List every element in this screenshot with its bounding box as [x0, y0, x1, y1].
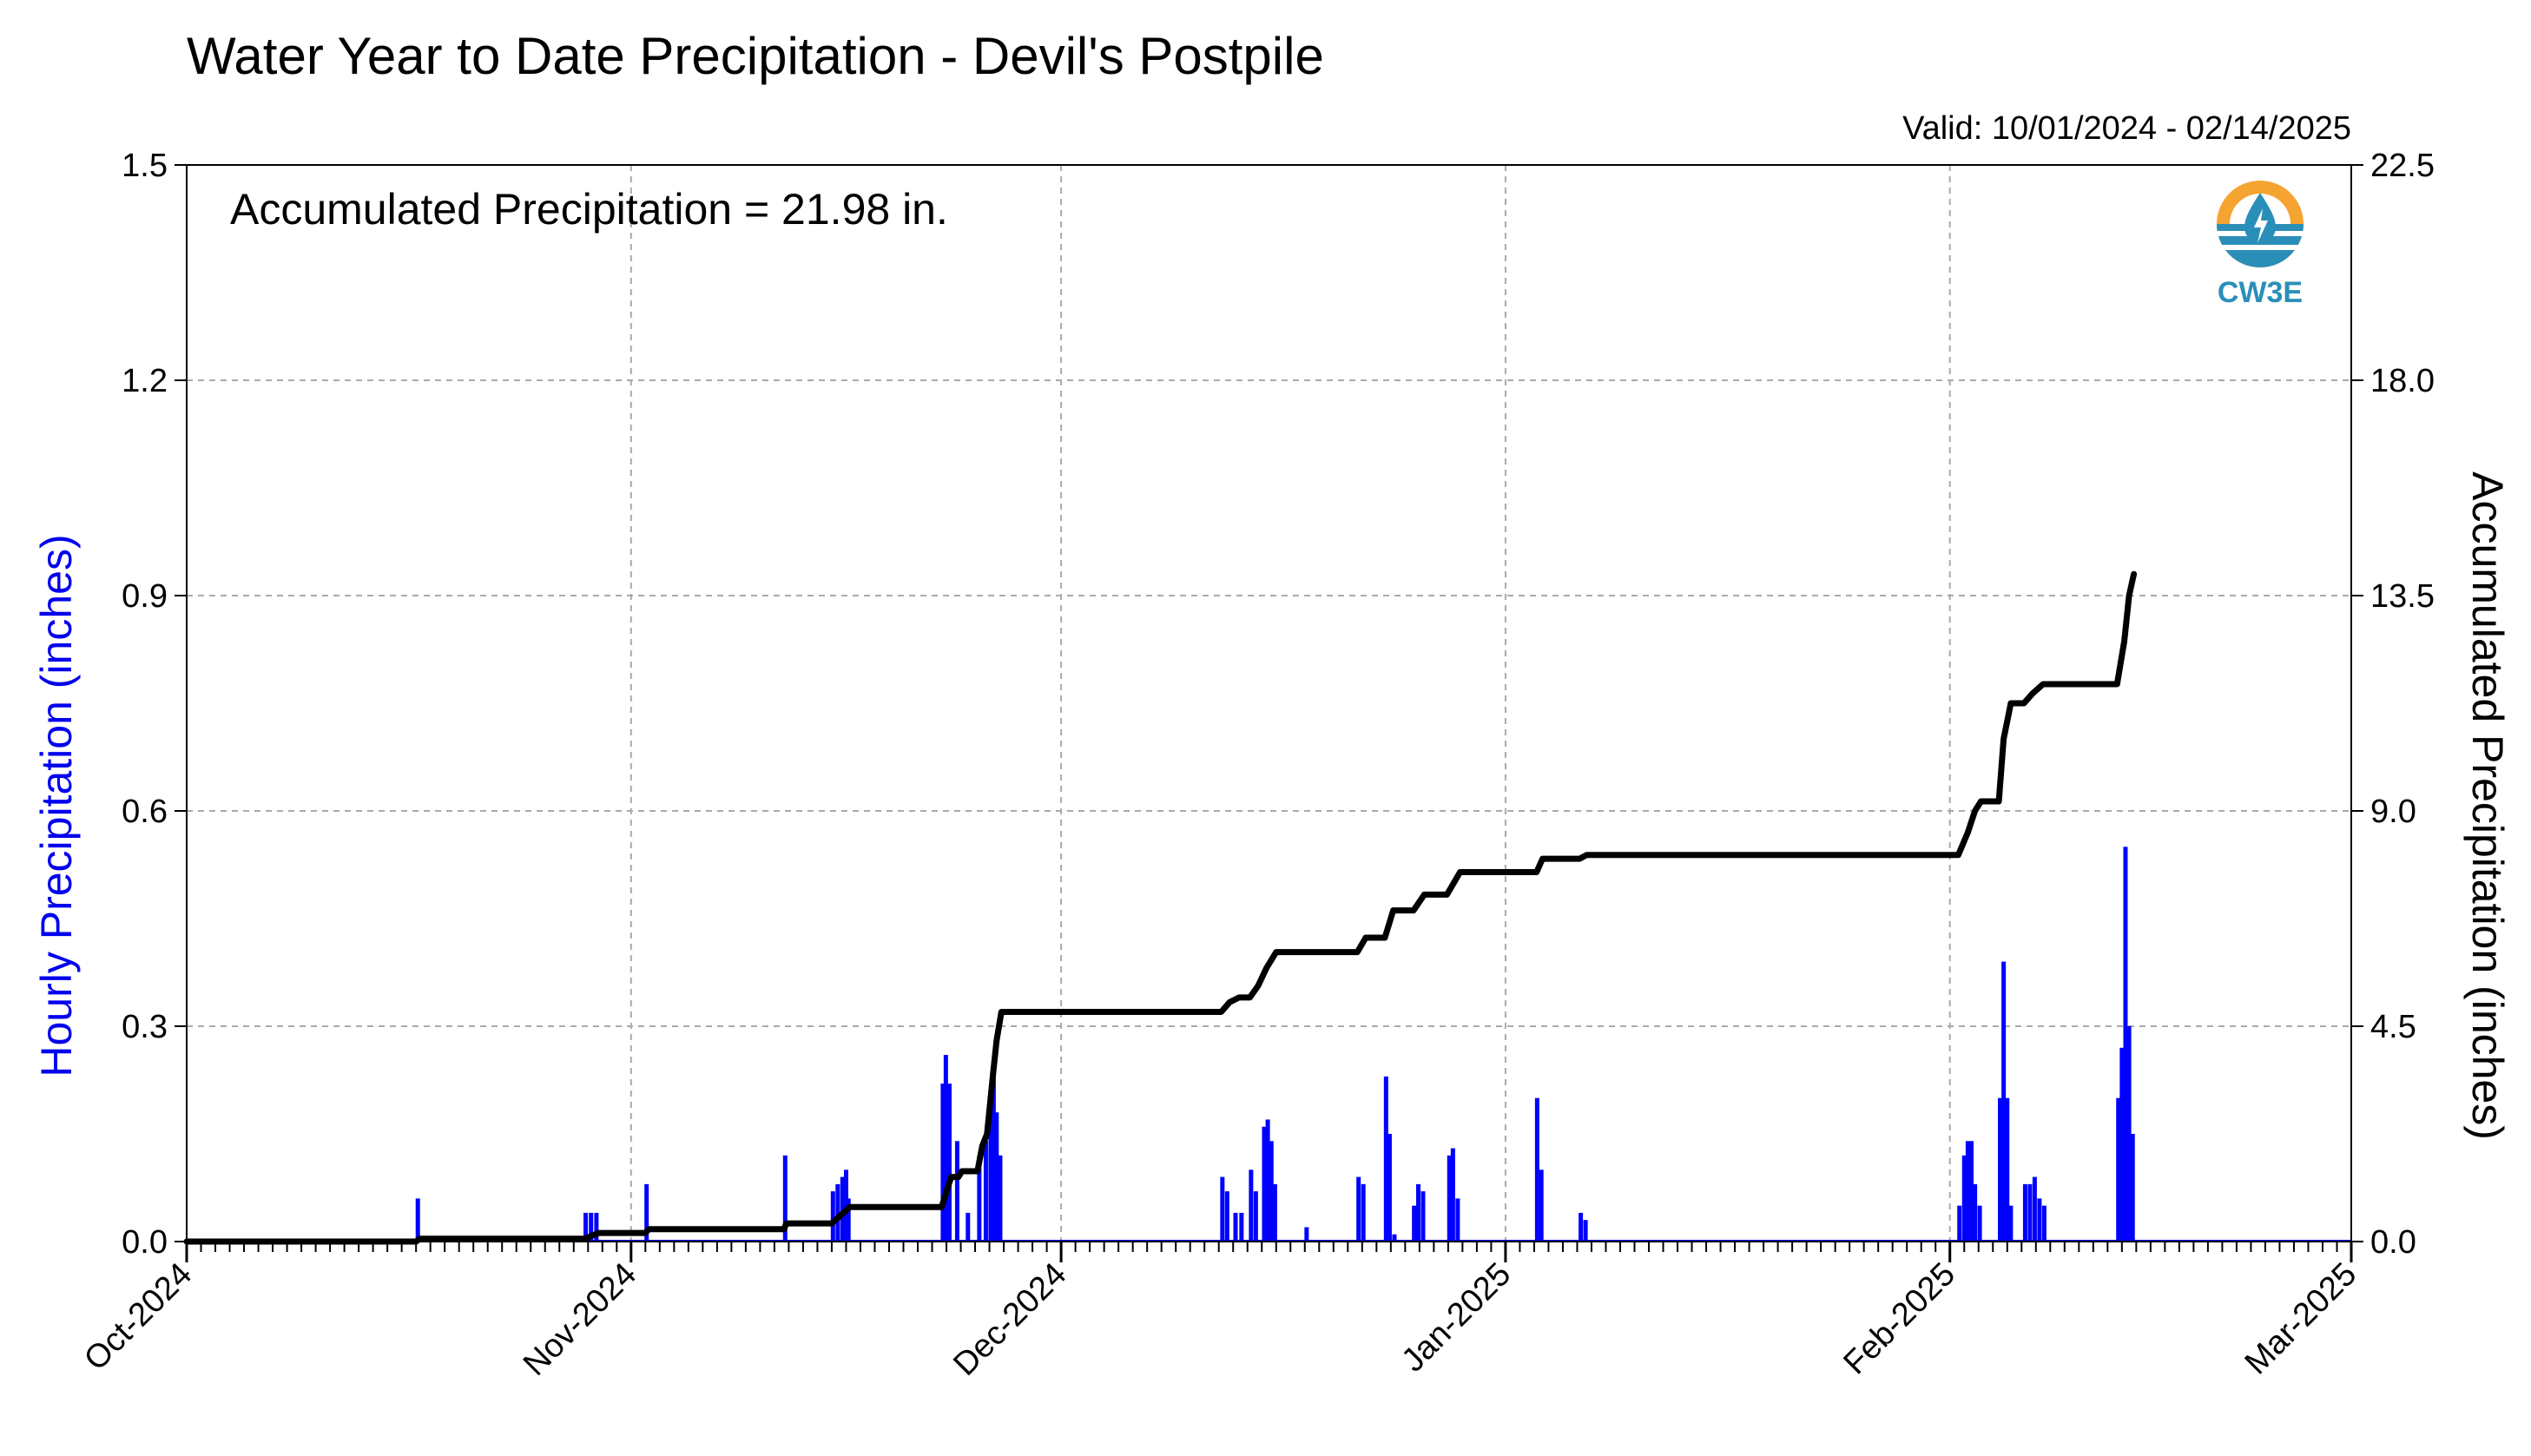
left-axis-ticks: 0.0 0.3 0.6 0.9 1.2 1.5 — [122, 148, 187, 1261]
hourly-bar — [954, 1141, 959, 1242]
hourly-bar — [1583, 1220, 1588, 1242]
hourly-bar — [2130, 1134, 2135, 1242]
hourly-bar — [1450, 1148, 1455, 1242]
hourly-bar — [1415, 1183, 1420, 1242]
left-tick-label: 0.9 — [122, 578, 168, 615]
right-tick-label: 0.0 — [2370, 1224, 2416, 1261]
right-tick-label: 13.5 — [2370, 578, 2435, 615]
hourly-bar — [2037, 1198, 2042, 1242]
left-tick-label: 0.0 — [122, 1224, 168, 1261]
hourly-bar — [1253, 1191, 1258, 1242]
hourly-bar — [840, 1176, 845, 1242]
hourly-bar — [2123, 847, 2128, 1242]
right-tick-label: 22.5 — [2370, 148, 2435, 184]
hourly-bar — [1420, 1191, 1426, 1242]
hourly-bar — [1447, 1155, 1452, 1242]
right-tick-label: 18.0 — [2370, 363, 2435, 399]
hourly-bar — [2116, 1097, 2121, 1242]
gridlines — [187, 165, 2351, 1242]
left-tick-label: 1.2 — [122, 363, 168, 399]
hourly-bar — [1383, 1076, 1388, 1242]
hourly-bar — [1361, 1183, 1366, 1242]
hourly-bar — [589, 1212, 594, 1242]
hourly-bar — [2126, 1026, 2132, 1242]
hourly-bar — [1455, 1198, 1460, 1242]
hourly-bar — [835, 1183, 840, 1242]
right-axis-label: Accumulated Precipitation (inches) — [2463, 471, 2512, 1140]
left-tick-label: 0.6 — [122, 794, 168, 830]
hourly-bar — [1387, 1134, 1392, 1242]
hourly-bar — [943, 1055, 948, 1242]
hourly-bar — [1961, 1155, 1967, 1242]
hourly-bar — [782, 1155, 788, 1242]
hourly-bar — [940, 1084, 946, 1242]
left-tick-label: 0.3 — [122, 1009, 168, 1045]
hourly-bar — [1973, 1183, 1978, 1242]
hourly-bar — [1539, 1169, 1544, 1242]
hourly-bar — [1224, 1191, 1229, 1242]
hourly-bar — [1239, 1212, 1244, 1242]
hourly-bar — [1977, 1205, 1982, 1242]
hourly-bar — [2027, 1183, 2033, 1242]
hourly-bar — [843, 1169, 848, 1242]
cw3e-logo-icon: CW3E — [2217, 181, 2304, 309]
hourly-bar — [983, 1141, 988, 1242]
hourly-bar — [998, 1155, 1003, 1242]
accumulated-precipitation-line — [183, 570, 2138, 1245]
right-axis-ticks: 0.0 4.5 9.0 13.5 18.0 22.5 — [2351, 148, 2435, 1261]
hourly-bar — [1262, 1126, 1267, 1242]
hourly-bar — [1272, 1183, 1277, 1242]
hourly-bar — [583, 1212, 589, 1242]
hourly-bar — [2005, 1097, 2010, 1242]
logo-text: CW3E — [2218, 276, 2303, 309]
hourly-bar — [1412, 1205, 1417, 1242]
hourly-bar — [1998, 1097, 2003, 1242]
accumulated-total-label: Accumulated Precipitation = 21.98 in. — [230, 185, 948, 234]
hourly-bar — [1249, 1169, 1254, 1242]
right-tick-label: 4.5 — [2370, 1009, 2416, 1045]
hourly-bar — [644, 1183, 649, 1242]
hourly-bar — [1233, 1212, 1238, 1242]
hourly-bar — [2119, 1047, 2125, 1242]
left-axis-label: Hourly Precipitation (inches) — [32, 534, 81, 1077]
hourly-bar — [977, 1155, 982, 1242]
hourly-bar — [946, 1084, 952, 1242]
hourly-bar — [1968, 1141, 1974, 1242]
hourly-bar — [1579, 1212, 1584, 1242]
hourly-bar — [994, 1112, 999, 1242]
left-tick-label: 1.5 — [122, 148, 168, 184]
hourly-bar — [1269, 1141, 1274, 1242]
hourly-bar — [966, 1212, 971, 1242]
hourly-bar — [594, 1212, 599, 1242]
hourly-bar — [2022, 1183, 2027, 1242]
hourly-bar — [830, 1191, 835, 1242]
hourly-bar — [2001, 961, 2007, 1242]
hourly-bar — [1304, 1227, 1309, 1242]
hourly-bar — [1265, 1119, 1270, 1242]
hourly-bar — [846, 1198, 851, 1242]
hourly-bar — [1957, 1205, 1962, 1242]
hourly-bar — [1392, 1234, 1397, 1242]
hourly-bar — [1534, 1097, 1539, 1242]
hourly-bar — [2041, 1205, 2047, 1242]
hourly-bar — [2032, 1176, 2037, 1242]
hourly-bar — [415, 1198, 420, 1242]
chart-title: Water Year to Date Precipitation - Devil… — [187, 27, 1324, 85]
hourly-bar — [1220, 1176, 1225, 1242]
valid-date-range: Valid: 10/01/2024 - 02/14/2025 — [1902, 110, 2351, 147]
hourly-bar — [988, 1097, 993, 1242]
hourly-bar — [2008, 1205, 2014, 1242]
hourly-bar — [991, 1076, 996, 1242]
hourly-bar — [1965, 1141, 1970, 1242]
hourly-bar — [1356, 1176, 1361, 1242]
plot-frame — [186, 164, 2352, 1242]
right-tick-label: 9.0 — [2370, 794, 2416, 830]
